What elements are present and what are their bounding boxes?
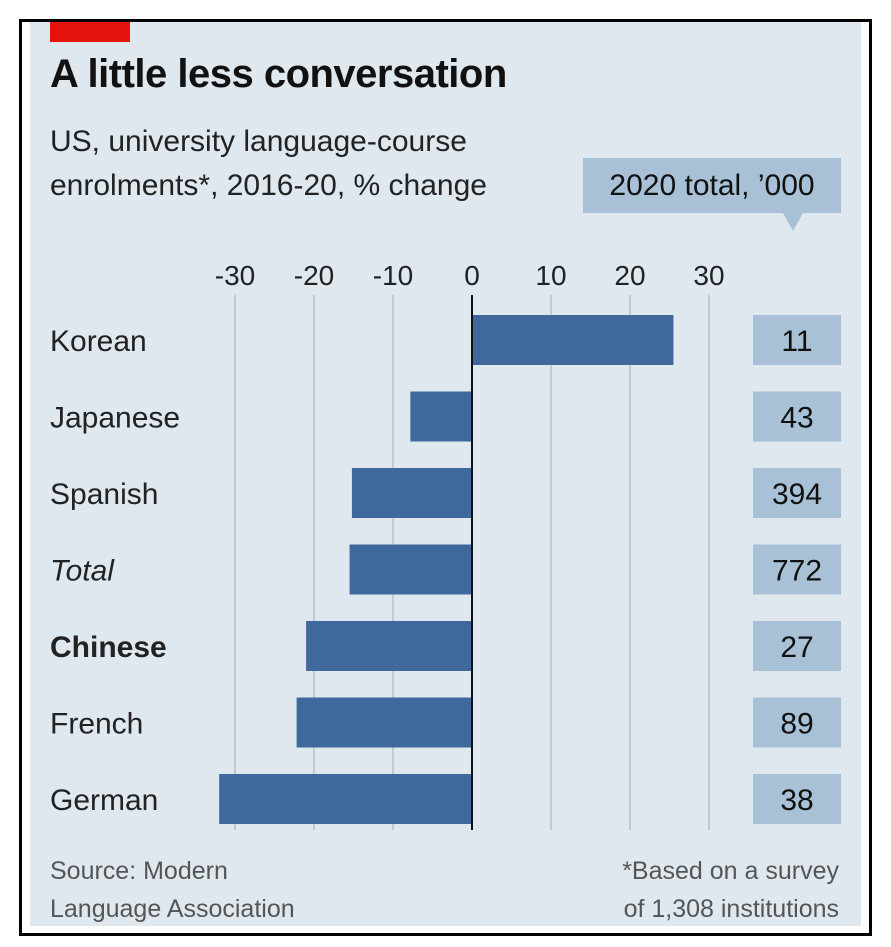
- total-value-label: 43: [780, 402, 813, 435]
- source-line-2: Language Association: [50, 895, 295, 923]
- total-value-box: [753, 774, 841, 824]
- total-value-label: 27: [780, 631, 813, 664]
- bar: [306, 621, 472, 671]
- total-value-box: [753, 468, 841, 518]
- bar: [410, 391, 472, 442]
- total-value-box: [753, 697, 841, 748]
- total-value-box: [753, 544, 841, 595]
- total-value-label: 772: [772, 555, 822, 588]
- total-value-label: 394: [772, 478, 822, 511]
- source-line-1: Source: Modern: [50, 857, 228, 885]
- x-tick-label: -30: [215, 260, 255, 291]
- bar: [296, 697, 472, 748]
- bar: [351, 468, 472, 518]
- category-label: Chinese: [50, 631, 167, 664]
- category-label: Total: [50, 555, 115, 588]
- footnote-line-1: *Based on a survey: [622, 857, 839, 885]
- x-tick-label: 20: [614, 260, 645, 291]
- x-tick-label: 30: [693, 260, 724, 291]
- total-value-box: [753, 621, 841, 671]
- x-tick-label: 0: [464, 260, 480, 291]
- accent-bar: [50, 22, 130, 42]
- category-label: German: [50, 784, 158, 817]
- bar: [472, 315, 674, 365]
- total-column-pointer: [783, 213, 803, 231]
- x-tick-label: -20: [294, 260, 334, 291]
- x-tick-label: -10: [373, 260, 413, 291]
- total-column-header: 2020 total, ’000: [583, 158, 841, 213]
- bar: [349, 544, 472, 595]
- total-value-label: 89: [780, 708, 813, 741]
- category-label: Spanish: [50, 478, 158, 511]
- total-value-label: 38: [780, 784, 813, 817]
- total-value-box: [753, 315, 841, 365]
- category-label: Korean: [50, 325, 147, 358]
- total-value-box: [753, 391, 841, 442]
- x-tick-label: 10: [535, 260, 566, 291]
- chart-subtitle: US, university language-course enrolment…: [50, 125, 487, 202]
- category-label: Japanese: [50, 402, 180, 435]
- category-label: French: [50, 708, 143, 741]
- footnote-line-2: of 1,308 institutions: [623, 895, 839, 923]
- bar: [219, 774, 472, 824]
- source-note: Source: Modern Language Association: [50, 852, 295, 928]
- total-value-label: 11: [781, 325, 812, 358]
- survey-footnote: *Based on a survey of 1,308 institutions: [622, 852, 839, 928]
- chart-title: A little less conversation: [50, 52, 507, 96]
